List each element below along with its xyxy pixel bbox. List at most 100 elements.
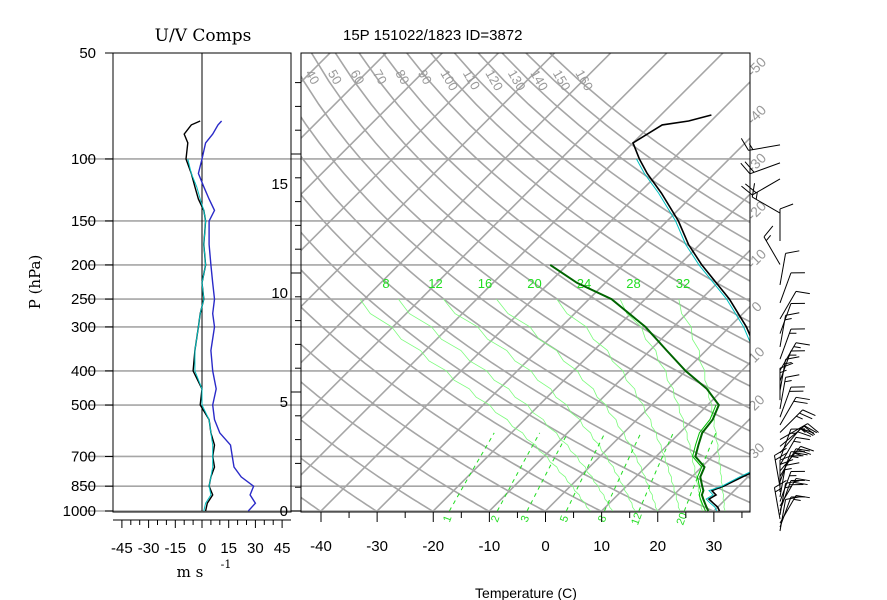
isotherm-line (599, 361, 750, 512)
wind-barb (779, 290, 810, 320)
dry-adiabat-label: 140 (527, 67, 551, 93)
isotherm-label: 30 (745, 439, 767, 461)
uv-y-tick-label: 400 (71, 363, 96, 380)
temperature-profile (632, 114, 750, 512)
mixing-ratio-label: 3 (519, 514, 532, 524)
uv-y-tick-label: 150 (71, 213, 96, 230)
moist-adiabat-label: 12 (428, 276, 442, 291)
dry-adiabat-line (301, 418, 436, 512)
wind-barb (779, 494, 810, 524)
isotherm-line (301, 53, 500, 252)
wind-barb (779, 396, 810, 426)
isotherm-line (0, 37, 122, 519)
wind-barb (741, 178, 781, 196)
uv-y-tick-label: 500 (71, 397, 96, 414)
wind-barb (779, 302, 805, 334)
wind-barb (779, 436, 810, 466)
wind-barb (779, 423, 819, 441)
uv-y-tick-label: 700 (71, 448, 96, 465)
uv-plot-frame (112, 52, 292, 513)
moist-adiabat-line (678, 299, 726, 512)
isotherm-label: 0 (748, 298, 765, 315)
skewt-background-lines (0, 37, 750, 519)
moist-adiabat-line (619, 298, 703, 512)
wind-barbs (740, 138, 819, 532)
skewt-x-tick-label: 30 (706, 538, 723, 555)
skewt-x-axis-label: Temperature (C) (475, 585, 577, 600)
dry-adiabat-label: 80 (392, 67, 412, 87)
wind-barb (779, 342, 810, 371)
isotherm-line (431, 193, 750, 512)
dry-adiabat-label: 60 (347, 67, 367, 87)
uv-gridlines (85, 53, 750, 512)
moist-adiabat-line (443, 298, 636, 512)
uv-x-tick-label: -15 (164, 540, 186, 557)
uv-series-line-0 (183, 120, 216, 512)
wind-barb (779, 479, 805, 511)
dry-adiabat-line (358, 53, 750, 366)
uv-tick-labels: -45 -30 -15 0 15 30 45501001502002503004005007… (63, 45, 291, 557)
uv-x-tick-label: 15 (220, 540, 237, 557)
skewt-plot-frame (300, 52, 751, 513)
temperature-profile-overlay (636, 158, 750, 512)
dry-adiabat-line (301, 193, 750, 504)
moist-adiabat-label: 28 (626, 276, 640, 291)
isotherm-line (487, 249, 750, 512)
isotherm-line (374, 136, 750, 512)
moist-adiabat-label: 8 (382, 276, 389, 291)
dry-adiabat-label: 100 (437, 67, 461, 93)
isotherm-line (301, 53, 612, 364)
mixing-ratio-label: 5 (558, 514, 571, 524)
mixing-ratio-line (604, 432, 642, 512)
isotherm-label: 10 (745, 343, 767, 365)
dry-adiabat-line (301, 457, 380, 512)
dry-adiabat-line (301, 306, 605, 512)
dry-adiabat-line (453, 53, 750, 282)
skewt-panel: 15P 151022/1823 ID=3872 -50-40-30-20-100… (0, 27, 770, 600)
wind-barb (779, 272, 805, 304)
skewt-profiles (549, 114, 750, 512)
uv-x-tick-label: 45 (274, 540, 291, 557)
dry-adiabat-label: 120 (482, 67, 506, 93)
wind-barb (763, 225, 781, 265)
dry-adiabat-line (301, 268, 661, 512)
uv-series-group (183, 120, 257, 512)
uv-y-tick-label: 300 (71, 319, 96, 336)
uv-y-tick-label: 100 (71, 151, 96, 168)
uv-y-tick-label: 250 (71, 291, 96, 308)
wind-barb (779, 470, 805, 502)
moist-adiabat-label: 16 (478, 276, 492, 291)
height-tick-label: 10 (271, 285, 288, 302)
dry-adiabat-line (430, 53, 750, 303)
isotherm-label: -10 (744, 246, 770, 272)
isotherm-label: -40 (744, 102, 770, 128)
uv-tick-marks (105, 52, 291, 528)
skewt-x-tick-label: 10 (593, 538, 610, 555)
uv-y-tick-label: 850 (71, 478, 96, 495)
dry-adiabat-line (301, 343, 549, 512)
wind-barb (740, 138, 781, 151)
uv-x-axis-label-exponent: -1 (221, 558, 232, 571)
wind-barb (779, 477, 810, 507)
dry-adiabat-line (406, 53, 750, 323)
uv-y-tick-label: 200 (71, 257, 96, 274)
isotherm-line (301, 53, 725, 477)
dry-adiabat-line (301, 380, 492, 512)
mixing-ratio-label: 20 (675, 511, 690, 527)
moist-adiabat-line (359, 298, 591, 512)
skewt-x-tick-label: 20 (649, 538, 666, 555)
dry-adiabat-label: 50 (325, 67, 345, 87)
isotherm-line (318, 80, 750, 512)
wind-barb (740, 161, 781, 175)
skewt-tick-marks (291, 82, 743, 522)
moist-adiabat-line (496, 298, 659, 512)
wind-barb (779, 374, 800, 410)
dry-adiabat-line (310, 53, 750, 410)
mixing-ratio-label: 1 (441, 514, 454, 524)
uv-series-line-1 (197, 120, 257, 512)
height-tick-label: 5 (280, 394, 288, 411)
dry-adiabat-label: 130 (505, 67, 529, 93)
mixing-ratio-label: 2 (489, 514, 502, 524)
